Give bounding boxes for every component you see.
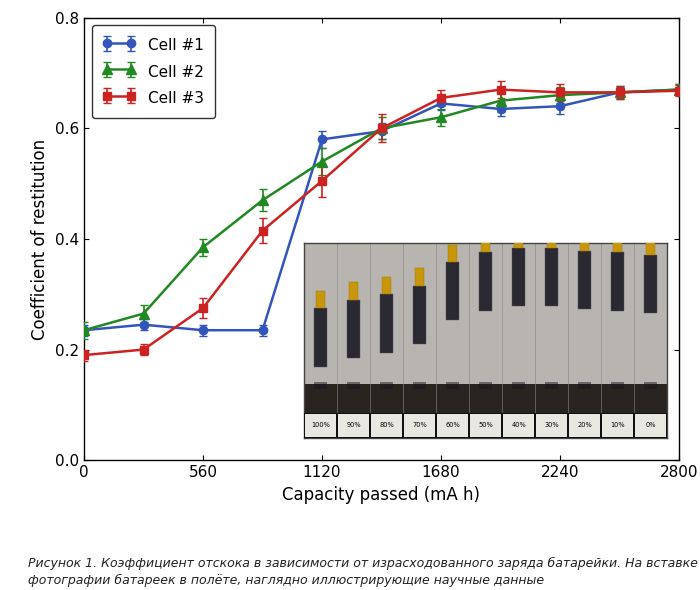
Text: Рисунок 1. Коэффициент отскока в зависимости от израсходованного заряда батарейк: Рисунок 1. Коэффициент отскока в зависим…	[28, 557, 700, 587]
X-axis label: Capacity passed (mA h): Capacity passed (mA h)	[283, 486, 480, 504]
Y-axis label: Coefficient of restitution: Coefficient of restitution	[32, 139, 49, 339]
Legend: Cell #1, Cell #2, Cell #3: Cell #1, Cell #2, Cell #3	[92, 25, 215, 118]
